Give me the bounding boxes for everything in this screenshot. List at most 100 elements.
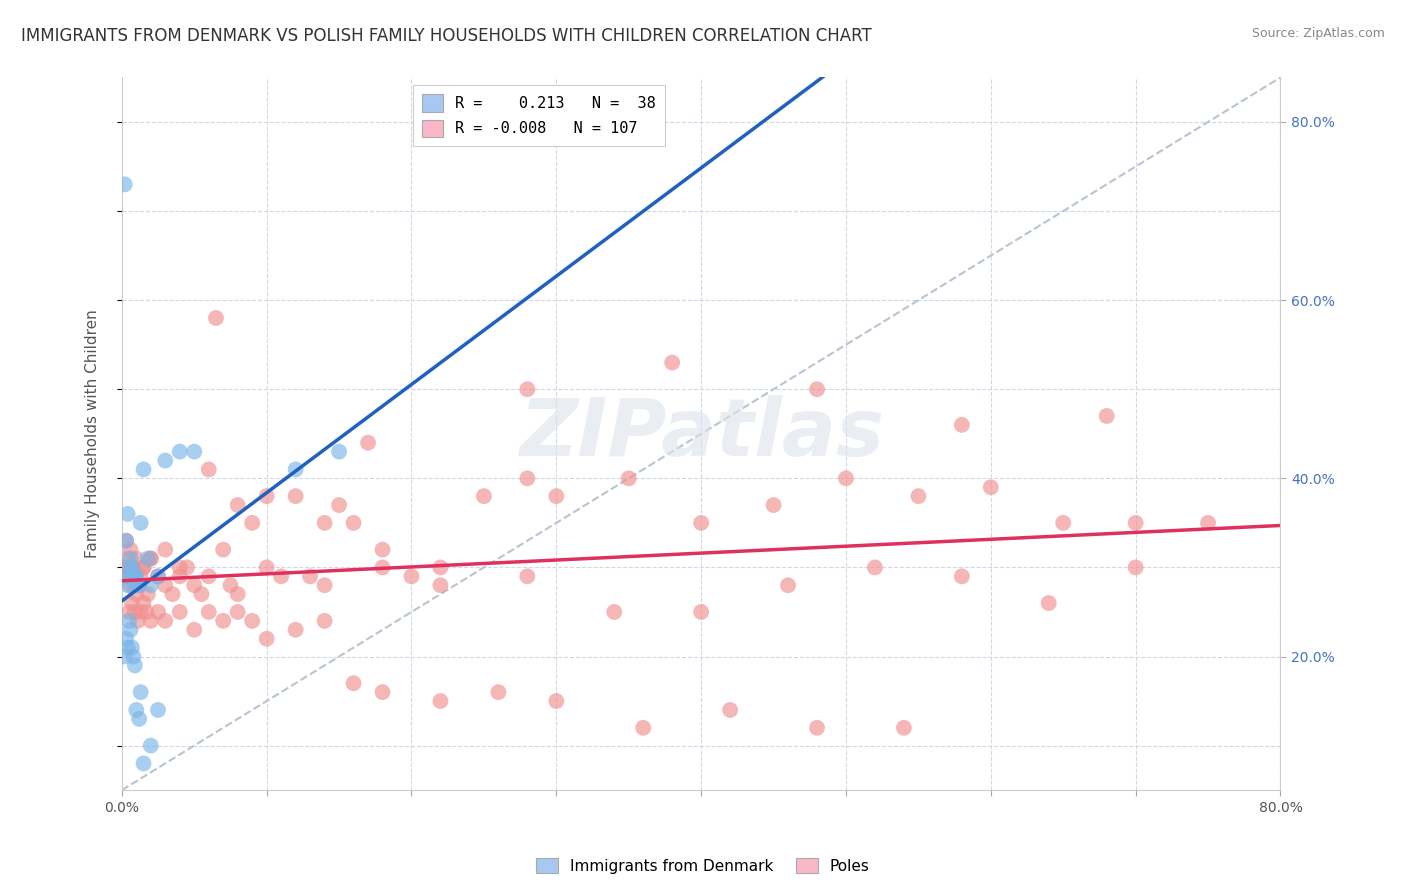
Point (328, 444, 350, 458)
Point (226, 587, 249, 601)
Point (124, 569, 146, 583)
Point (284, 623, 307, 637)
Point (169, 569, 191, 583)
Point (127, 614, 149, 628)
Point (212, 614, 235, 628)
Point (118, 614, 141, 628)
Point (342, 676, 364, 690)
Point (617, 471, 640, 485)
Point (129, 516, 152, 530)
Point (429, 694, 451, 708)
Point (169, 560, 191, 574)
Point (155, 453, 177, 467)
Point (212, 542, 235, 557)
Point (176, 560, 198, 574)
Point (690, 516, 713, 530)
Point (661, 355, 683, 369)
Point (117, 551, 139, 566)
Point (125, 703, 148, 717)
Point (486, 685, 509, 699)
Point (120, 542, 142, 557)
Point (115, 569, 138, 583)
Point (806, 382, 828, 396)
Point (132, 560, 155, 574)
Point (371, 542, 394, 557)
Point (117, 507, 139, 521)
Point (197, 569, 219, 583)
Point (114, 178, 136, 192)
Point (136, 551, 159, 566)
Point (357, 435, 380, 450)
Point (124, 605, 146, 619)
Point (122, 569, 145, 583)
Point (806, 721, 828, 735)
Point (314, 614, 336, 628)
Point (139, 739, 162, 753)
Point (146, 703, 169, 717)
Point (118, 569, 141, 583)
Point (146, 605, 169, 619)
Point (401, 569, 423, 583)
Point (256, 489, 278, 503)
Point (314, 516, 336, 530)
Point (120, 551, 142, 566)
Point (115, 632, 138, 646)
Point (1038, 596, 1060, 610)
Point (183, 623, 205, 637)
Point (125, 551, 148, 566)
Point (183, 444, 205, 458)
Point (139, 551, 162, 566)
Point (284, 489, 307, 503)
Legend: R =    0.213   N =  38, R = -0.008   N = 107: R = 0.213 N = 38, R = -0.008 N = 107 (412, 85, 665, 146)
Point (776, 578, 799, 592)
Point (516, 382, 538, 396)
Point (136, 587, 159, 601)
Point (516, 569, 538, 583)
Point (121, 569, 143, 583)
Point (546, 694, 568, 708)
Point (121, 569, 143, 583)
Point (314, 578, 336, 592)
Point (342, 516, 364, 530)
Point (122, 649, 145, 664)
Point (120, 578, 142, 592)
Point (219, 578, 242, 592)
Point (125, 569, 148, 583)
Point (155, 542, 177, 557)
Point (129, 569, 152, 583)
Point (114, 560, 136, 574)
Point (190, 587, 212, 601)
Point (205, 310, 228, 325)
Point (125, 587, 148, 601)
Point (128, 712, 150, 726)
Point (121, 640, 143, 655)
Point (240, 516, 263, 530)
Point (197, 462, 219, 476)
Point (139, 551, 162, 566)
Point (429, 560, 451, 574)
Point (980, 480, 1002, 494)
Point (115, 533, 138, 548)
Point (112, 560, 135, 574)
Point (125, 578, 148, 592)
Point (546, 489, 568, 503)
Text: ZIPatlas: ZIPatlas (519, 395, 883, 473)
Point (139, 614, 162, 628)
Point (1095, 409, 1118, 423)
Point (603, 605, 626, 619)
Point (256, 560, 278, 574)
Point (146, 569, 169, 583)
Point (371, 685, 394, 699)
Point (146, 569, 169, 583)
Point (155, 578, 177, 592)
Point (135, 605, 157, 619)
Point (1125, 516, 1147, 530)
Point (1197, 516, 1219, 530)
Point (718, 703, 741, 717)
Point (950, 569, 973, 583)
Point (124, 578, 146, 592)
Point (115, 533, 138, 548)
Point (270, 569, 292, 583)
Point (121, 560, 143, 574)
Point (863, 560, 886, 574)
